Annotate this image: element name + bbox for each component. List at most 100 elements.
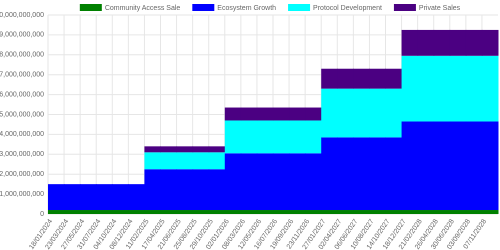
- area-segment: [208, 152, 226, 170]
- legend-label: Private Sales: [419, 5, 461, 12]
- area-segment: [96, 210, 113, 214]
- area-segment: [449, 121, 467, 211]
- area-segment: [417, 29, 435, 56]
- area-segment: [240, 153, 258, 211]
- area-segment: [353, 210, 370, 214]
- y-tick-label: 8,000,000,000: [0, 52, 44, 59]
- area-segment: [353, 137, 370, 211]
- area-segment: [144, 152, 161, 170]
- area-segment: [321, 137, 338, 211]
- area-segment: [433, 121, 451, 211]
- area-segment: [321, 88, 338, 138]
- area-segment: [465, 55, 483, 122]
- area-segment: [192, 146, 210, 153]
- area-segment: [208, 210, 226, 214]
- area-segment: [289, 210, 306, 214]
- y-tick-label: 6,000,000,000: [0, 91, 44, 98]
- area-segment: [337, 137, 354, 211]
- y-tick-label: 3,000,000,000: [0, 151, 44, 158]
- area-segment: [176, 152, 194, 170]
- area-segment: [305, 107, 322, 121]
- area-segment: [256, 210, 274, 214]
- legend-label: Community Access Sale: [105, 5, 181, 12]
- area-segment: [273, 107, 290, 121]
- area-segment: [305, 120, 322, 154]
- area-segment: [305, 210, 322, 214]
- area-segment: [273, 120, 290, 154]
- area-segment: [465, 121, 483, 211]
- area-segment: [401, 29, 419, 56]
- legend-swatch: [79, 4, 102, 11]
- area-segment: [481, 121, 499, 211]
- area-segment: [224, 107, 242, 121]
- area-segment: [289, 153, 306, 211]
- area-segment: [256, 153, 274, 211]
- area-segment: [417, 55, 435, 122]
- area-segment: [369, 137, 386, 211]
- area-segment: [80, 184, 97, 211]
- area-segment: [144, 169, 161, 211]
- area-segment: [48, 184, 65, 211]
- area-segment: [160, 152, 178, 170]
- y-tick-label: 5,000,000,000: [0, 111, 44, 118]
- area-segment: [465, 29, 483, 56]
- area-segment: [337, 68, 354, 89]
- y-tick-label: 7,000,000,000: [0, 72, 44, 79]
- area-segment: [449, 29, 467, 56]
- area-segment: [433, 210, 451, 214]
- area-segment: [385, 137, 403, 211]
- area-segment: [208, 169, 226, 211]
- area-segment: [321, 68, 338, 89]
- area-segment: [112, 210, 129, 214]
- area-segment: [176, 210, 194, 214]
- area-segment: [256, 120, 274, 154]
- area-segment: [305, 153, 322, 211]
- area-segment: [417, 121, 435, 211]
- area-segment: [144, 210, 161, 214]
- y-tick-label: 4,000,000,000: [0, 131, 44, 138]
- area-segment: [240, 120, 258, 154]
- area-segment: [160, 169, 178, 211]
- area-segment: [176, 169, 194, 211]
- area-segment: [128, 184, 145, 211]
- area-segment: [401, 121, 419, 211]
- area-segment: [224, 153, 242, 211]
- area-segment: [192, 152, 210, 170]
- area-segment: [240, 210, 258, 214]
- area-segment: [401, 210, 419, 214]
- area-segment: [369, 210, 386, 214]
- area-segment: [273, 153, 290, 211]
- area-segment: [417, 210, 435, 214]
- area-segment: [481, 210, 499, 214]
- area-segment: [48, 210, 65, 214]
- area-segment: [128, 210, 145, 214]
- area-segment: [208, 146, 226, 153]
- legend-swatch: [393, 4, 416, 11]
- area-segment: [289, 107, 306, 121]
- legend-label: Protocol Development: [313, 5, 382, 12]
- legend-swatch: [192, 4, 215, 11]
- area-segment: [321, 210, 338, 214]
- area-segment: [465, 210, 483, 214]
- area-segment: [224, 120, 242, 154]
- area-segment: [144, 146, 161, 153]
- area-segment: [449, 55, 467, 122]
- area-segment: [80, 210, 97, 214]
- area-segment: [64, 184, 81, 211]
- area-segment: [96, 184, 113, 211]
- area-segment: [160, 146, 178, 153]
- area-segment: [401, 55, 419, 122]
- area-segment: [160, 210, 178, 214]
- y-tick-label: 9,000,000,000: [0, 32, 44, 39]
- area-segment: [369, 68, 386, 89]
- area-segment: [385, 88, 403, 138]
- y-tick-label: 10,000,000,000: [0, 12, 44, 19]
- legend: Community Access Sale Ecosystem Growth Pro…: [79, 4, 461, 12]
- area-segment: [256, 107, 274, 121]
- area-segment: [369, 88, 386, 138]
- area-segment: [385, 210, 403, 214]
- y-tick-label: 1,000,000,000: [0, 191, 44, 198]
- areas: [48, 29, 499, 214]
- area-segment: [192, 169, 210, 211]
